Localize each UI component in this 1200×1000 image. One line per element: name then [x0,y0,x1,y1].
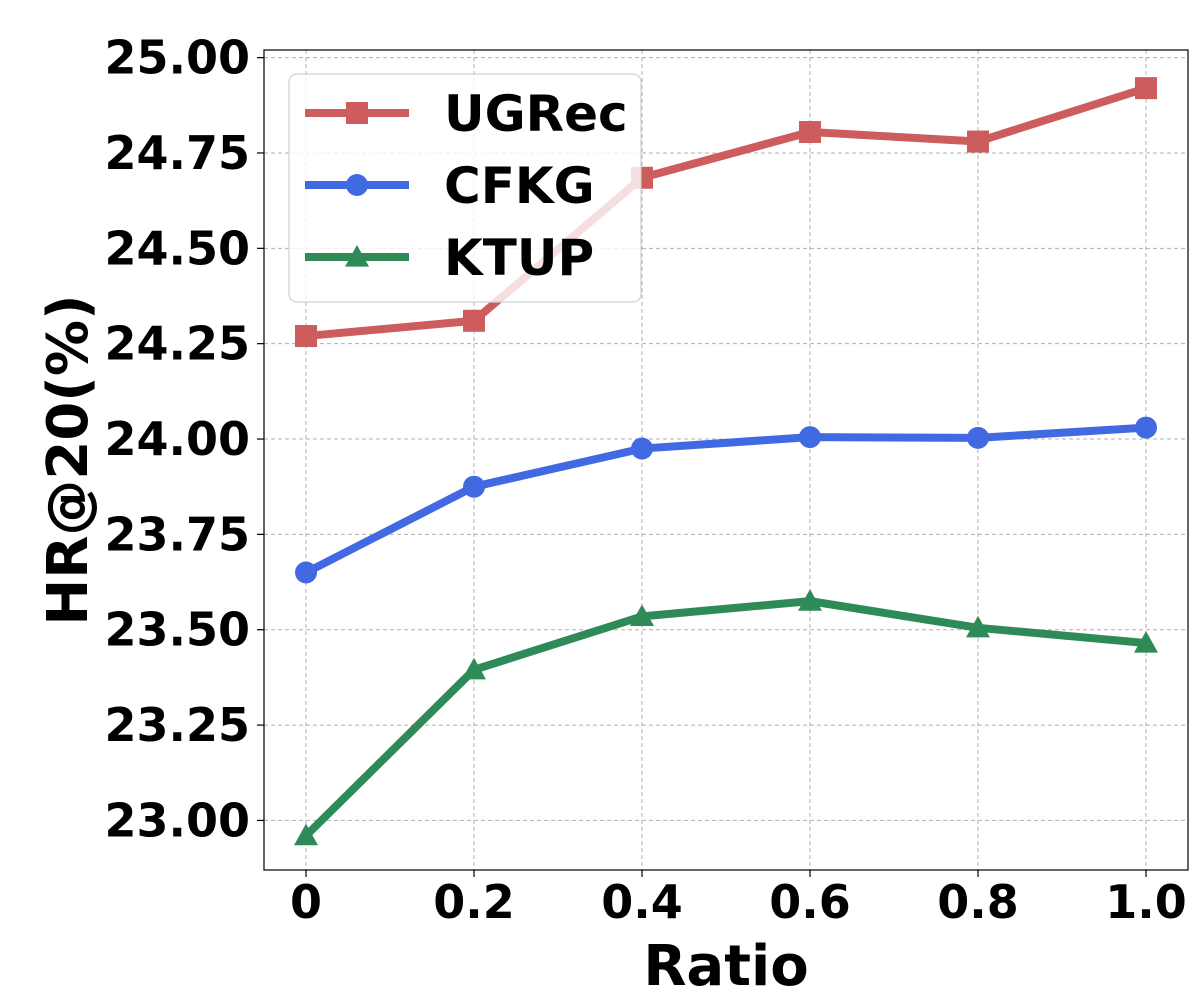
data-point-ugrec [295,325,317,348]
x-axis: 0 0.2 0.4 0.6 0.8 1.0 [290,870,1187,929]
y-tick-label: 23.00 [104,793,250,847]
data-point-cfkg [463,475,485,498]
y-tick-label: 23.25 [104,698,250,752]
series-line-ktup [303,597,1147,839]
x-tick-label: 1.0 [1105,875,1187,929]
y-tick-label: 24.50 [104,221,250,275]
data-point-cfkg [967,426,989,449]
x-tick-label: 0.8 [937,875,1019,929]
legend-label-ugrec: UGRec [444,85,628,143]
data-point-ktup [294,823,318,846]
y-tick-label: 23.50 [104,603,250,657]
legend-label-ktup: KTUP [444,229,594,287]
x-axis-label: Ratio [643,934,808,999]
series-line-ugrec [305,84,1148,341]
y-axis: 23.00 23.25 23.50 23.75 24.00 24.25 24.50 24.75… [104,31,264,847]
data-point-cfkg [1135,416,1157,439]
y-tick-label: 25.00 [104,31,250,85]
data-point-ktup [798,589,822,611]
data-point-ktup [1134,631,1158,653]
data-point-ugrec [463,309,485,332]
legend: UGRec CFKG KTUP [288,73,642,303]
data-point-ugrec [1135,77,1157,100]
y-tick-label: 24.00 [104,412,250,466]
series-ugrec [295,77,1157,348]
y-axis-label: HR@20(%) [36,294,101,625]
data-point-ktup [462,657,486,680]
x-tick-label: 0.4 [601,875,683,929]
legend-marker-ktup [345,245,369,267]
series-cfkg [295,416,1157,584]
legend-marker-cfkg [346,174,368,196]
series-ktup [294,589,1158,846]
data-point-ktup [966,615,990,638]
x-tick-label: 0.2 [433,875,515,929]
series-layer [294,77,1158,846]
y-tick-label: 24.25 [104,317,250,371]
x-tick-label: 0 [290,875,322,929]
legend-marker-ugrec [346,102,368,124]
data-point-ugrec [967,130,989,153]
y-tick-label: 23.75 [104,507,250,561]
y-tick-label: 24.75 [104,126,250,180]
data-point-ktup [630,604,654,626]
data-point-cfkg [799,426,821,449]
legend-label-cfkg: CFKG [444,157,595,215]
data-point-cfkg [631,437,653,460]
legend-box [288,73,642,303]
x-tick-label: 0.6 [769,875,851,929]
series-line-cfkg [304,423,1147,577]
data-point-ugrec [799,121,821,143]
data-point-cfkg [295,561,317,584]
plot-frame [263,49,1189,871]
